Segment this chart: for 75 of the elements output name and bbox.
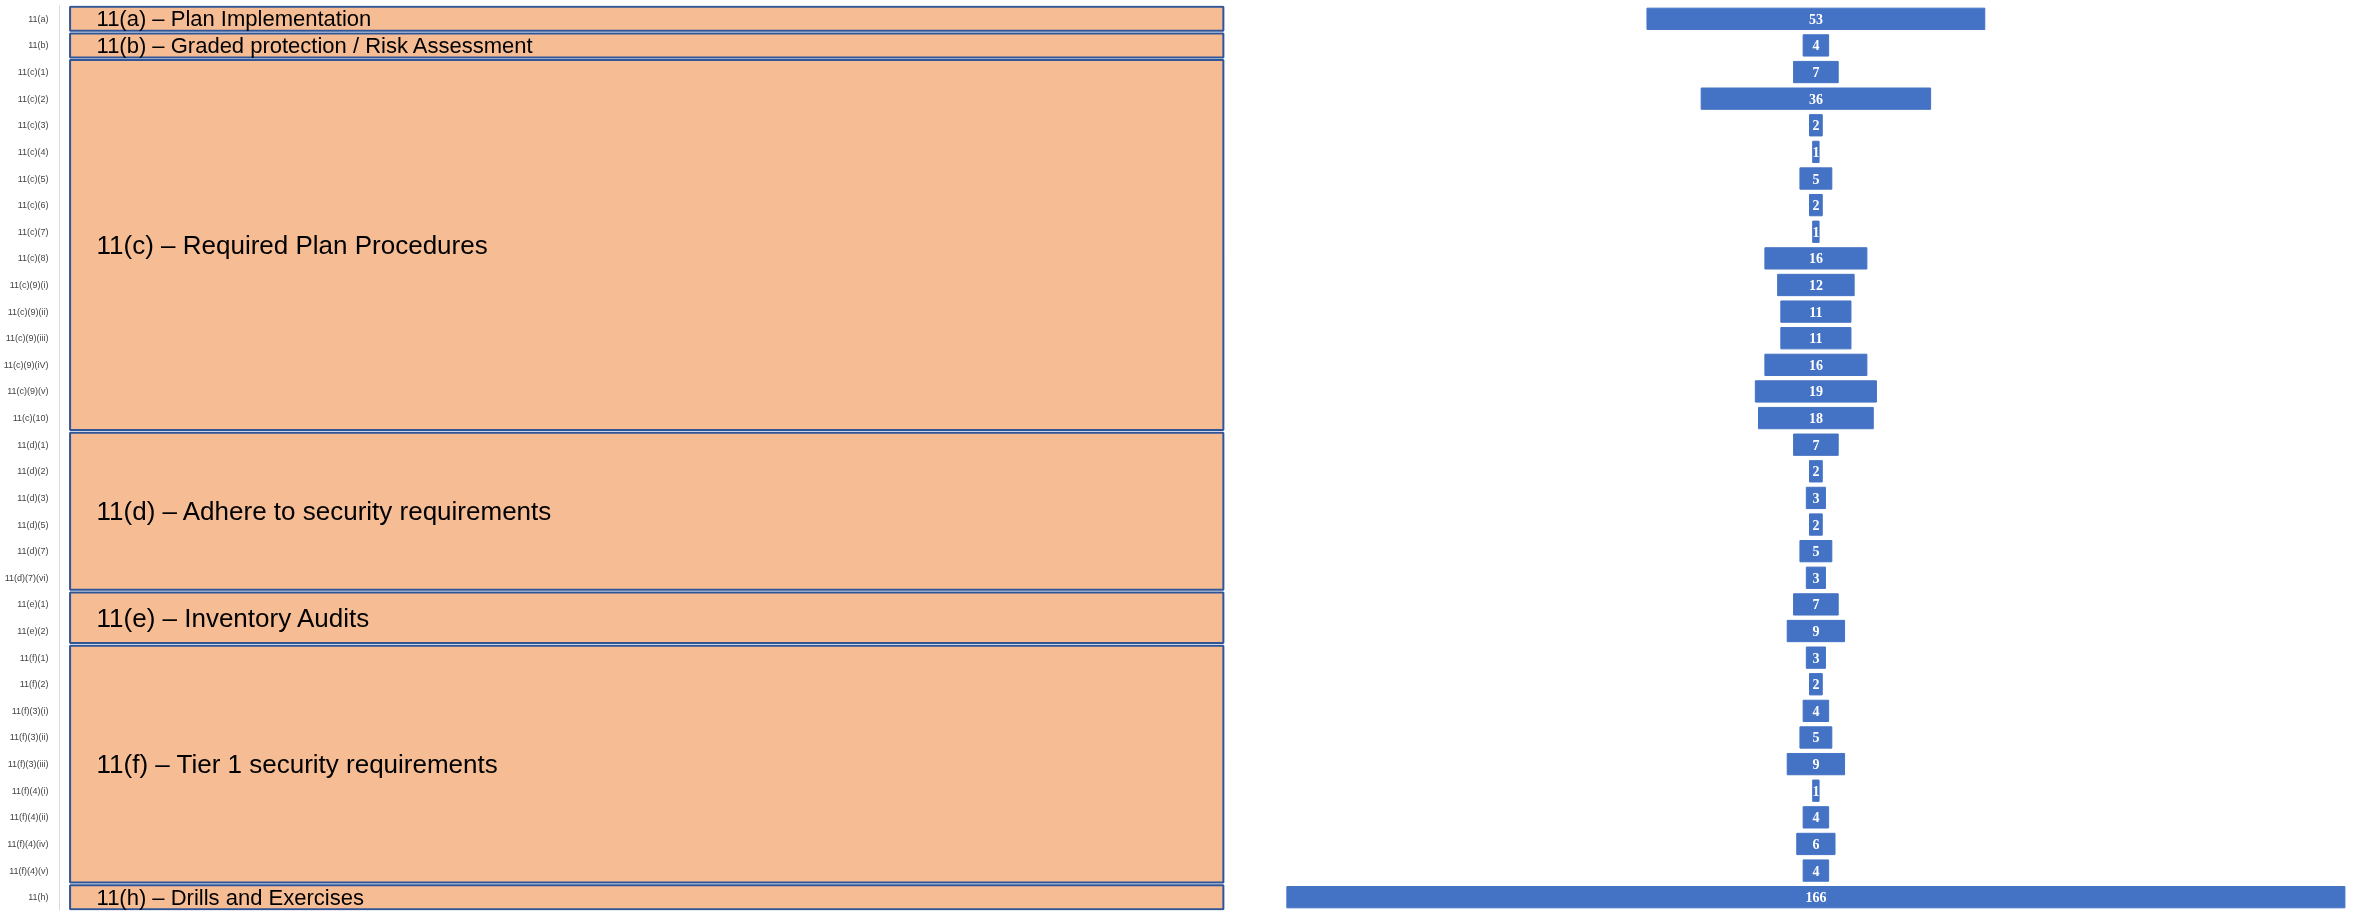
category-label: 11(c)(10) [12, 413, 49, 424]
category-label: 11(e)(1) [17, 599, 49, 610]
category-label: 11(c)(9)(iii) [5, 333, 49, 344]
data-label: 5 [1812, 544, 1820, 560]
data-label: 9 [1812, 624, 1820, 640]
category-label: 11(c)(9)(ii) [7, 306, 49, 317]
text: 11(e) – Inventory Audits [96, 602, 370, 633]
category-label: 11(c)(5) [17, 173, 49, 184]
category-label: 11(c)(9)(iV) [3, 359, 49, 370]
data-label: 4 [1812, 703, 1820, 719]
category-label: 11(f)(1) [19, 652, 49, 663]
text: 11(f) – Tier 1 security requirements [96, 749, 498, 780]
category-label: 11(f)(2) [19, 679, 49, 690]
data-label: 4 [1812, 38, 1820, 54]
data-label: 6 [1812, 836, 1820, 852]
text: 11(a) – Plan Implementation [96, 6, 372, 32]
data-label: 3 [1812, 570, 1820, 586]
category-label: 11(f)(4)(v) [9, 865, 49, 876]
category-label: 11(f)(4)(ii) [9, 812, 49, 823]
category-label: 11(c)(3) [17, 120, 49, 131]
data-label: 11 [1809, 331, 1823, 347]
text: 11(d) – Adhere to security requirements [96, 496, 552, 527]
category-label: 11(c)(9)(v) [7, 386, 49, 397]
data-label: 16 [1808, 251, 1823, 267]
category-label: 11(f)(3)(ii) [9, 732, 49, 743]
data-label: 4 [1812, 863, 1820, 879]
category-label: 11(c)(4) [17, 146, 49, 157]
data-label: 36 [1808, 91, 1823, 107]
category-label: 11(d)(7) [17, 546, 49, 557]
data-label: 5 [1812, 730, 1820, 746]
data-label: 16 [1808, 357, 1823, 373]
text: 11(h) – Drills and Exercises [96, 884, 364, 910]
data-label: 2 [1812, 677, 1820, 693]
category-label: 11(c)(9)(i) [9, 279, 49, 290]
category-label: 11(c)(1) [17, 67, 49, 78]
data-label: 2 [1812, 118, 1820, 134]
data-label: 1 [1812, 144, 1820, 160]
category-label: 11(e)(2) [17, 626, 49, 637]
category-label: 11(f)(4)(i) [11, 785, 49, 796]
data-label: 4 [1812, 810, 1820, 826]
data-label: 166 [1805, 890, 1827, 906]
category-label: 11(d)(7)(vi) [4, 572, 49, 583]
data-label: 7 [1812, 597, 1820, 613]
data-label: 7 [1812, 437, 1820, 453]
data-label: 18 [1808, 411, 1823, 427]
category-label: 11(f)(3)(iii) [7, 759, 49, 770]
category-label: 11(c)(2) [17, 93, 49, 104]
category-label: 11(b) [28, 40, 49, 51]
category-label: 11(d)(1) [17, 439, 49, 450]
data-label: 2 [1812, 464, 1820, 480]
category-label: 11(a) [28, 13, 49, 24]
category-label: 11(c)(6) [17, 200, 49, 211]
data-label: 2 [1812, 198, 1820, 214]
category-label: 11(d)(3) [17, 492, 49, 503]
data-label: 1 [1812, 783, 1820, 799]
category-label: 11(f)(3)(i) [11, 705, 49, 716]
category-label: 11(d)(5) [17, 519, 49, 530]
data-label: 3 [1812, 490, 1820, 506]
text: 11(b) – Graded protection / Risk Assessment [96, 32, 533, 58]
category-label: 11(d)(2) [17, 466, 49, 477]
data-label: 2 [1812, 517, 1820, 533]
category-label: 11(f)(4)(iv) [7, 838, 49, 849]
data-label: 53 [1808, 11, 1823, 27]
category-label: 11(c)(7) [17, 226, 49, 237]
data-label: 9 [1812, 757, 1820, 773]
text: 11(c) – Required Plan Procedures [96, 230, 488, 261]
category-label: 11(h) [28, 892, 49, 903]
data-label: 5 [1812, 171, 1820, 187]
data-label: 3 [1812, 650, 1820, 666]
data-label: 1 [1812, 224, 1820, 240]
category-label: 11(c)(8) [17, 253, 49, 264]
data-label: 19 [1808, 384, 1823, 400]
data-label: 11 [1809, 304, 1823, 320]
data-label: 7 [1812, 65, 1820, 81]
data-label: 12 [1808, 277, 1823, 293]
